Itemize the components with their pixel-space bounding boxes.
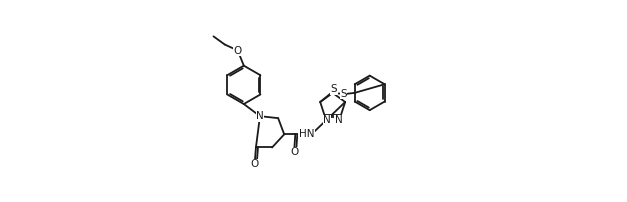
Text: S: S bbox=[330, 84, 337, 94]
Text: HN: HN bbox=[298, 129, 314, 139]
Text: O: O bbox=[290, 147, 298, 157]
Text: N: N bbox=[256, 111, 264, 121]
Text: N: N bbox=[335, 115, 342, 125]
Text: O: O bbox=[251, 159, 259, 169]
Text: O: O bbox=[234, 45, 242, 56]
Text: N: N bbox=[323, 115, 331, 125]
Text: S: S bbox=[340, 89, 347, 99]
